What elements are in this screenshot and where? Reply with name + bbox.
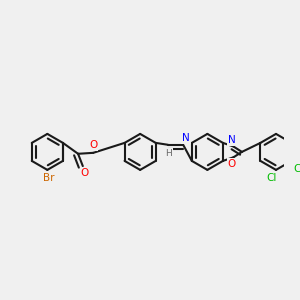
Text: O: O — [81, 168, 89, 178]
Text: H: H — [166, 149, 172, 158]
Text: Cl: Cl — [293, 164, 300, 174]
Text: N: N — [182, 133, 190, 143]
Text: Cl: Cl — [266, 173, 276, 183]
Text: N: N — [228, 135, 236, 145]
Text: Br: Br — [43, 173, 54, 183]
Text: O: O — [89, 140, 98, 150]
Text: O: O — [227, 159, 236, 169]
